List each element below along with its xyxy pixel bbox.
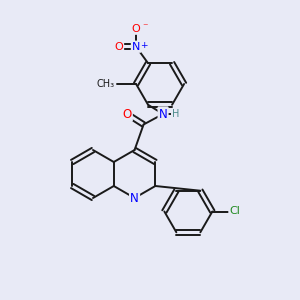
- Text: N: N: [159, 107, 167, 121]
- Text: Cl: Cl: [230, 206, 240, 217]
- Text: CH₃: CH₃: [97, 79, 115, 89]
- Text: H: H: [172, 109, 179, 119]
- Text: N: N: [130, 191, 139, 205]
- Text: O: O: [122, 107, 132, 121]
- Text: O: O: [114, 42, 123, 52]
- Text: N: N: [132, 42, 140, 52]
- Text: +: +: [141, 41, 148, 50]
- Text: O: O: [132, 24, 140, 34]
- Text: ⁻: ⁻: [142, 22, 148, 32]
